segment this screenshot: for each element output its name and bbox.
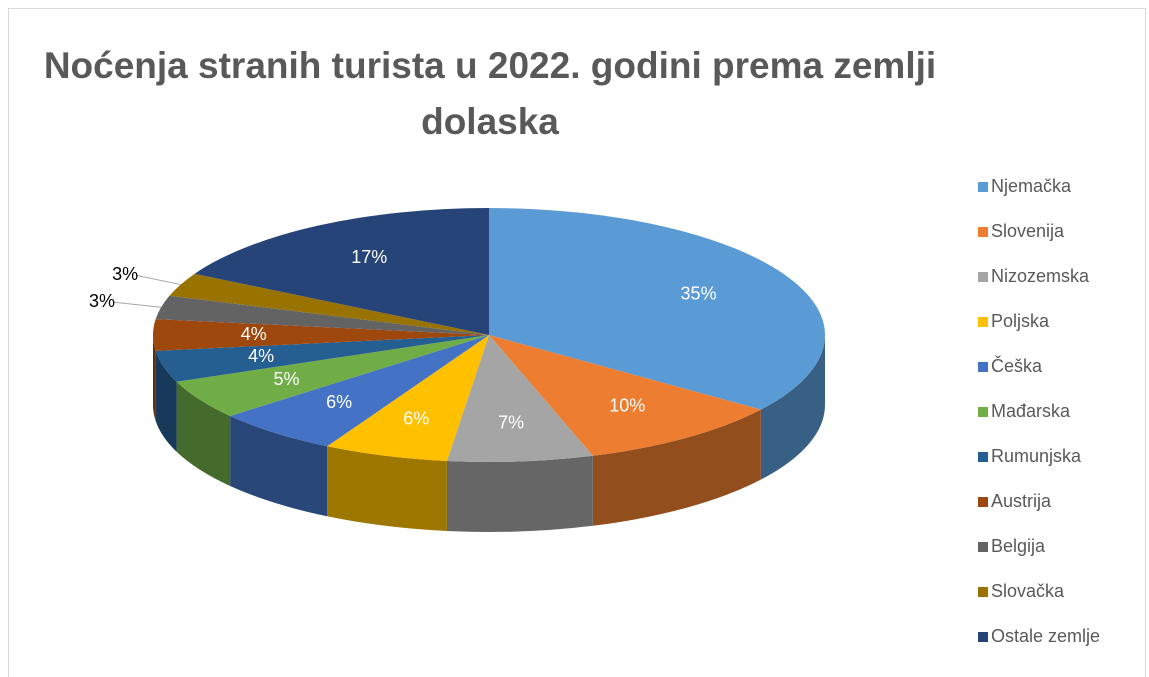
legend-label: Slovačka [991, 581, 1065, 601]
legend-swatch [978, 317, 988, 327]
data-label: 7% [498, 412, 524, 432]
leader-line [137, 274, 181, 286]
leader-line [114, 301, 162, 308]
legend-swatch [978, 587, 988, 597]
legend-swatch [978, 497, 988, 507]
data-label: 4% [241, 324, 267, 344]
slice [155, 335, 489, 382]
legend-label: Ostale zemlje [991, 626, 1100, 646]
legend-label: Nizozemska [991, 266, 1090, 286]
data-label: 5% [274, 369, 300, 389]
slice-side [153, 335, 156, 421]
data-label: 35% [681, 283, 717, 303]
legend-swatch [978, 227, 988, 237]
data-label: 6% [326, 392, 352, 412]
legend-label: Belgija [991, 536, 1046, 556]
legend-label: Poljska [991, 311, 1050, 331]
legend-label: Češka [991, 355, 1043, 376]
slice [230, 335, 489, 447]
slice-side [446, 455, 593, 533]
slice [169, 273, 489, 335]
slice-side [230, 415, 328, 517]
legend-label: Rumunjska [991, 446, 1082, 466]
slice-side [592, 409, 761, 526]
legend-swatch [978, 272, 988, 282]
slice [327, 335, 489, 461]
legend-swatch [978, 632, 988, 642]
slice [194, 208, 489, 335]
legend-swatch [978, 452, 988, 462]
legend-swatch [978, 362, 988, 372]
legend-label: Njemačka [991, 176, 1072, 196]
data-label: 3% [112, 264, 138, 284]
slice-side [155, 350, 177, 452]
slice-side [327, 446, 447, 531]
slice [176, 335, 490, 416]
legend-swatch [978, 542, 988, 552]
slice [155, 295, 489, 335]
legend-label: Slovenija [991, 221, 1065, 241]
chart-border [8, 8, 1146, 677]
slice [489, 335, 761, 456]
data-label: 17% [351, 247, 387, 267]
legend-swatch [978, 182, 988, 192]
slice [446, 335, 593, 462]
data-label: 4% [248, 346, 274, 366]
slice-side [760, 335, 825, 480]
data-label: 3% [89, 291, 115, 311]
data-label: 6% [403, 408, 429, 428]
chart-title: Noćenja stranih turista u 2022. godini p… [43, 45, 937, 142]
legend-label: Austrija [991, 491, 1052, 511]
slice [489, 208, 825, 410]
legend-swatch [978, 407, 988, 417]
slice-side [176, 381, 231, 486]
legend-label: Mađarska [991, 401, 1071, 421]
slice [152, 319, 489, 351]
data-label: 10% [609, 396, 645, 416]
